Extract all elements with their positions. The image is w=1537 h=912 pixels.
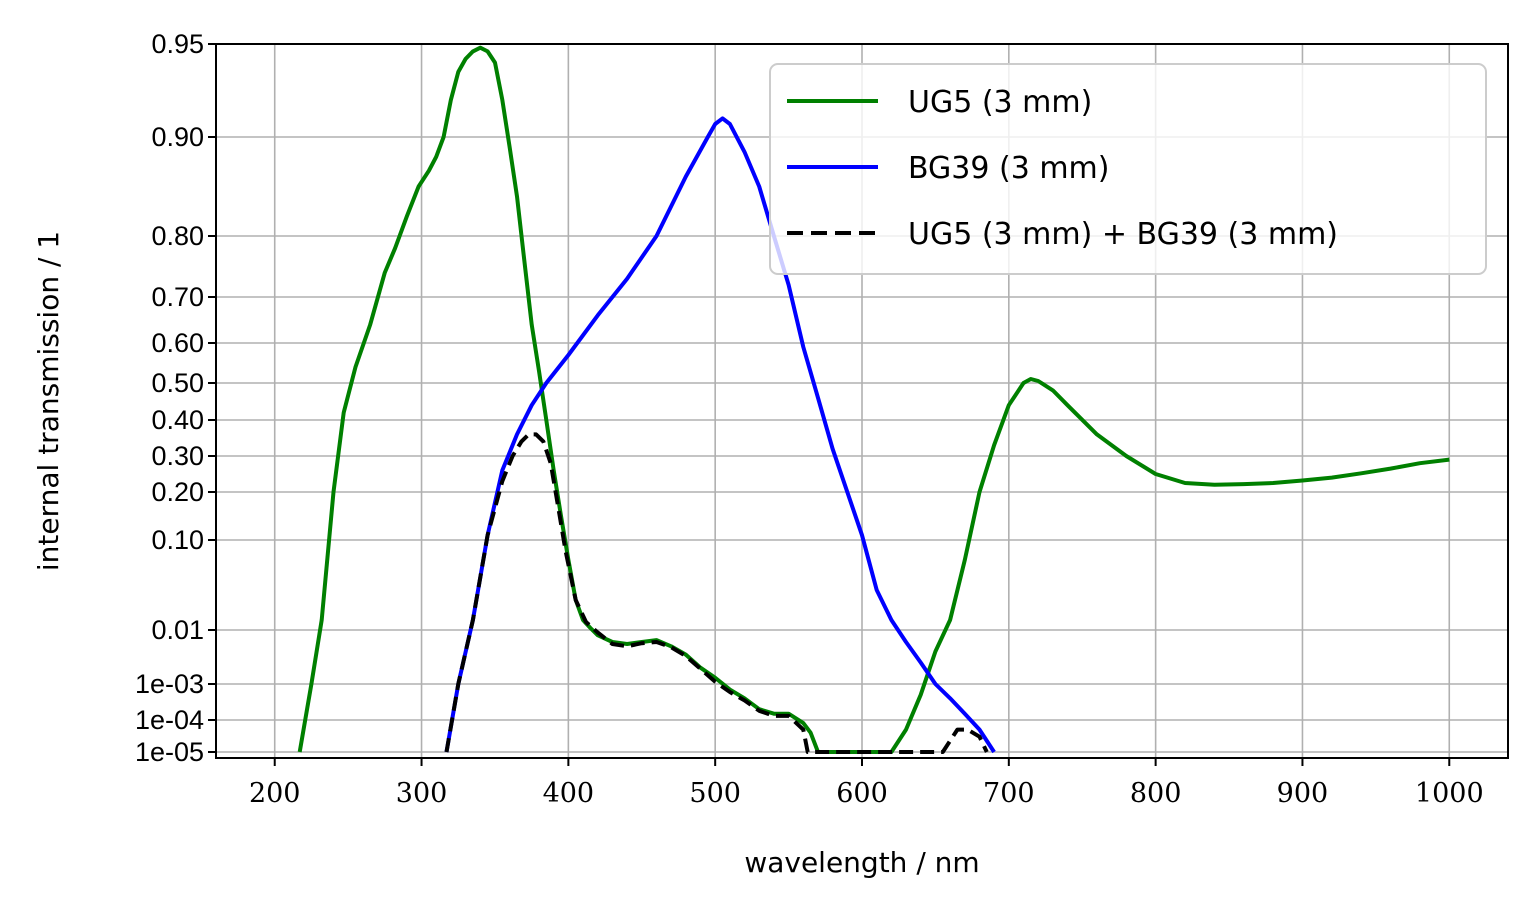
x-tick-label: 400 (543, 778, 595, 809)
legend-label-combined: UG5 (3 mm) + BG39 (3 mm) (908, 217, 1338, 252)
y-tick-label: 1e-05 (135, 737, 204, 767)
series-line-bg39 (444, 116, 996, 754)
y-tick-label: 0.01 (151, 615, 204, 645)
plot-frame (215, 43, 1509, 759)
x-axis-label: wavelength / nm (744, 846, 979, 879)
y-tick-label: 1e-04 (135, 705, 204, 735)
series-line-combined (444, 432, 989, 754)
y-tick-label: 0.80 (151, 221, 204, 251)
x-tick-label: 800 (1130, 778, 1182, 809)
x-tick-label: 900 (1277, 778, 1329, 809)
x-tick-label: 500 (689, 778, 741, 809)
x-tick-label: 200 (249, 778, 301, 809)
y-tick-label: 0.20 (151, 477, 204, 507)
y-tick-label: 0.70 (151, 282, 204, 312)
x-tick-label: 700 (983, 778, 1035, 809)
legend-label-bg39: BG39 (3 mm) (908, 151, 1110, 186)
series-lines (297, 45, 1450, 754)
y-tick-label: 0.95 (151, 29, 204, 59)
y-tick-label: 0.60 (151, 328, 204, 358)
y-tick-label: 1e-03 (135, 669, 204, 699)
y-axis-label: internal transmission / 1 (32, 231, 65, 571)
grid (216, 44, 1508, 758)
y-tick-label: 0.90 (151, 122, 204, 152)
y-tick-label: 0.40 (151, 405, 204, 435)
x-tick-label: 600 (836, 778, 888, 809)
legend-label-ug5: UG5 (3 mm) (908, 85, 1092, 120)
x-tick-label: 300 (396, 778, 448, 809)
x-tick-label: 1000 (1415, 778, 1484, 809)
x-axis-ticks: 200 300 400 500 600 700 800 900 1000 (249, 758, 1484, 809)
y-tick-label: 0.10 (151, 525, 204, 555)
y-tick-label: 0.50 (151, 368, 204, 398)
y-tick-label: 0.30 (151, 441, 204, 471)
legend: UG5 (3 mm) BG39 (3 mm) UG5 (3 mm) + BG39… (769, 63, 1487, 275)
legend-box (769, 63, 1487, 275)
